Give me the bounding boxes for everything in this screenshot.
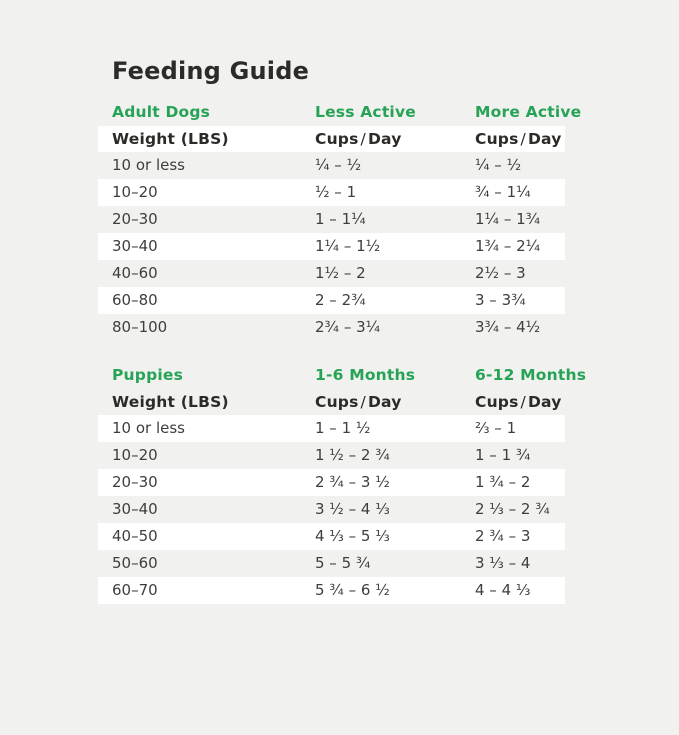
puppies-column-header-row: Weight (LBS) Cups / Day Cups / Day	[98, 389, 565, 415]
weight-cell: 10 or less	[112, 419, 185, 437]
weight-header: Weight (LBS)	[112, 130, 229, 148]
puppies-group-label: Puppies	[112, 366, 184, 384]
table-row: 30–40 1¼ – 1½ 1¾ – 2¼	[98, 233, 565, 260]
table-row: 60–70 5 ¾ – 6 ½ 4 – 4 ⅓	[98, 577, 565, 604]
table-row: 10–20 1 ½ – 2 ¾ 1 – 1 ¾	[98, 442, 565, 469]
weight-cell: 60–70	[112, 581, 158, 599]
months-6-12-label: 6-12 Months	[475, 366, 587, 384]
more-active-cell: 3 – 3¾	[475, 291, 526, 309]
less-active-cell: 2¾ – 3¼	[315, 318, 381, 336]
months-6-12-cell: 4 – 4 ⅓	[475, 581, 531, 599]
table-row: 10–20 ½ – 1 ¾ – 1¼	[98, 179, 565, 206]
puppies-section-header: Puppies 1-6 Months 6-12 Months	[98, 366, 587, 384]
table-row: 20–30 1 – 1¼ 1¼ – 1¾	[98, 206, 565, 233]
table-row: 40–60 1½ – 2 2½ – 3	[98, 260, 565, 287]
cups-day-header: Cups / Day	[475, 130, 562, 148]
weight-cell: 80–100	[112, 318, 168, 336]
months-6-12-cell: 2 ¾ – 3	[475, 527, 531, 545]
months-1-6-cell: 5 ¾ – 6 ½	[315, 581, 390, 599]
less-active-cell: 1 – 1¼	[315, 210, 366, 228]
less-active-cell: 2 – 2¾	[315, 291, 366, 309]
weight-cell: 50–60	[112, 554, 158, 572]
table-row: 50–60 5 – 5 ¾ 3 ⅓ – 4	[98, 550, 565, 577]
slash-separator: /	[520, 393, 526, 411]
cups-day-header: Cups / Day	[475, 393, 562, 411]
adult-section-header: Adult Dogs Less Active More Active	[98, 103, 582, 121]
table-row: 30–40 3 ½ – 4 ⅓ 2 ⅓ – 2 ¾	[98, 496, 565, 523]
more-active-cell: 2½ – 3	[475, 264, 526, 282]
table-row: 40–50 4 ⅓ – 5 ⅓ 2 ¾ – 3	[98, 523, 565, 550]
months-1-6-cell: 1 ½ – 2 ¾	[315, 446, 390, 464]
months-1-6-cell: 5 – 5 ¾	[315, 554, 371, 572]
months-6-12-cell: 1 ¾ – 2	[475, 473, 531, 491]
more-active-cell: 1¾ – 2¼	[475, 237, 541, 255]
weight-cell: 10 or less	[112, 156, 185, 174]
months-1-6-cell: 2 ¾ – 3 ½	[315, 473, 390, 491]
months-1-6-label: 1-6 Months	[315, 366, 416, 384]
months-6-12-cell: 2 ⅓ – 2 ¾	[475, 500, 550, 518]
months-1-6-cell: 3 ½ – 4 ⅓	[315, 500, 390, 518]
months-6-12-cell: 3 ⅓ – 4	[475, 554, 531, 572]
weight-cell: 10–20	[112, 183, 158, 201]
slash-separator: /	[520, 130, 526, 148]
months-6-12-cell: ⅔ – 1	[475, 419, 517, 437]
more-active-label: More Active	[475, 103, 582, 121]
less-active-label: Less Active	[315, 103, 416, 121]
less-active-cell: 1¼ – 1½	[315, 237, 381, 255]
cups-day-header: Cups / Day	[315, 393, 402, 411]
table-row: 80–100 2¾ – 3¼ 3¾ – 4½	[98, 314, 565, 341]
weight-cell: 40–50	[112, 527, 158, 545]
table-row: 20–30 2 ¾ – 3 ½ 1 ¾ – 2	[98, 469, 565, 496]
months-1-6-cell: 4 ⅓ – 5 ⅓	[315, 527, 390, 545]
more-active-cell: ¾ – 1¼	[475, 183, 531, 201]
adult-group-label: Adult Dogs	[112, 103, 211, 121]
page-title: Feeding Guide	[112, 57, 310, 85]
weight-cell: 60–80	[112, 291, 158, 309]
less-active-cell: ½ – 1	[315, 183, 357, 201]
cups-day-header: Cups / Day	[315, 130, 402, 148]
more-active-cell: ¼ – ½	[475, 156, 522, 174]
weight-header: Weight (LBS)	[112, 393, 229, 411]
weight-cell: 20–30	[112, 473, 158, 491]
table-row: 10 or less 1 – 1 ½ ⅔ – 1	[98, 415, 565, 442]
more-active-cell: 3¾ – 4½	[475, 318, 541, 336]
weight-cell: 30–40	[112, 237, 158, 255]
less-active-cell: 1½ – 2	[315, 264, 366, 282]
table-row: 10 or less ¼ – ½ ¼ – ½	[98, 152, 565, 179]
weight-cell: 30–40	[112, 500, 158, 518]
months-1-6-cell: 1 – 1 ½	[315, 419, 371, 437]
puppies-table: Puppies 1-6 Months 6-12 Months Weight (L…	[98, 366, 587, 604]
slash-separator: /	[360, 393, 366, 411]
less-active-cell: ¼ – ½	[315, 156, 362, 174]
weight-cell: 10–20	[112, 446, 158, 464]
more-active-cell: 1¼ – 1¾	[475, 210, 541, 228]
adult-dogs-table: Adult Dogs Less Active More Active Weigh…	[98, 103, 582, 341]
table-row: 60–80 2 – 2¾ 3 – 3¾	[98, 287, 565, 314]
weight-cell: 40–60	[112, 264, 158, 282]
slash-separator: /	[360, 130, 366, 148]
weight-cell: 20–30	[112, 210, 158, 228]
months-6-12-cell: 1 – 1 ¾	[475, 446, 531, 464]
adult-column-header-row: Weight (LBS) Cups / Day Cups / Day	[98, 126, 565, 152]
